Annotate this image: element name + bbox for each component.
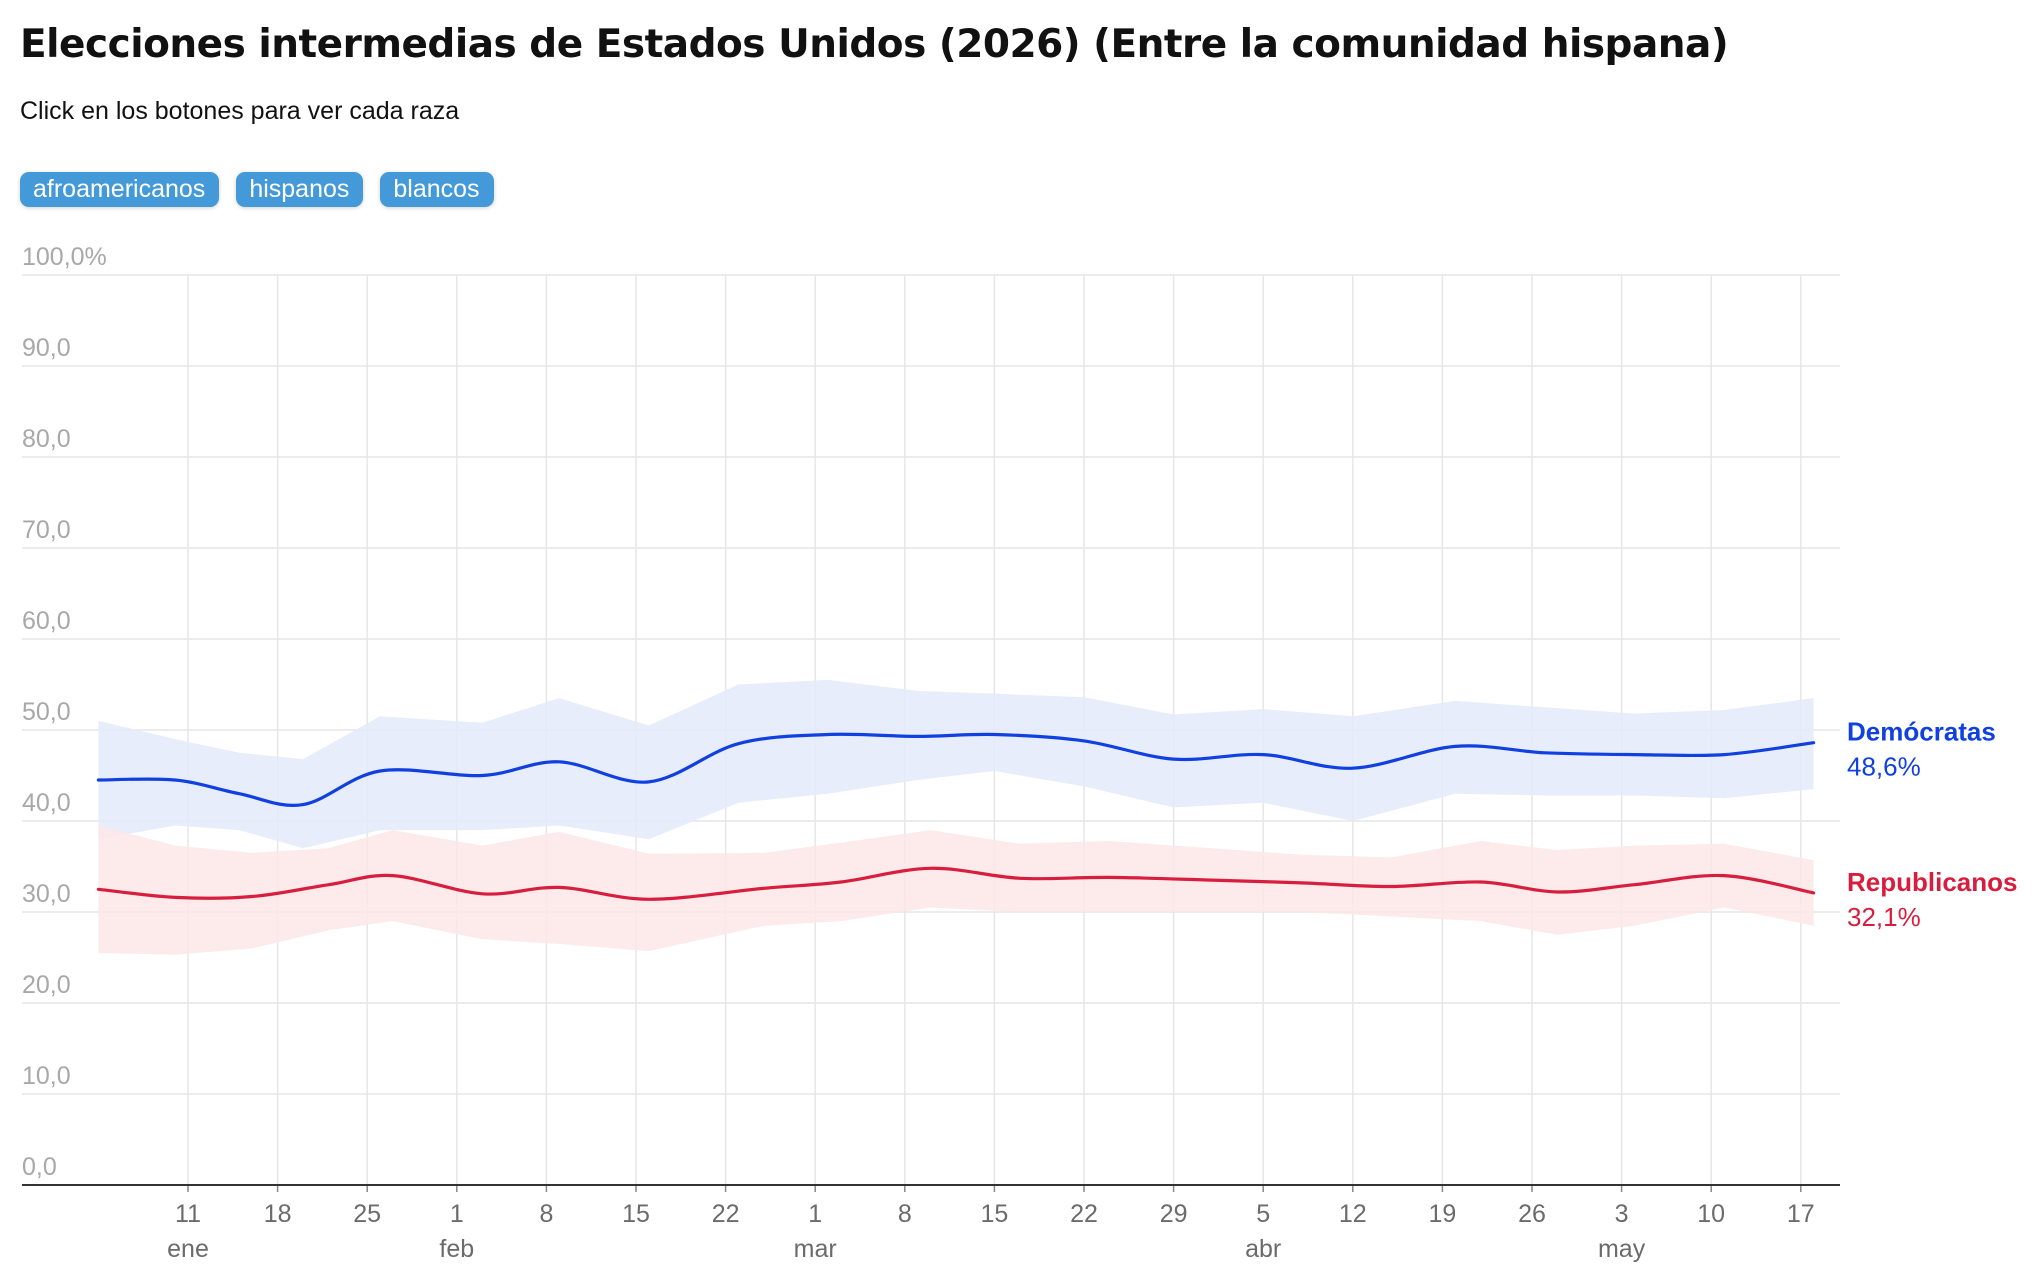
- y-tick-label: 70,0: [22, 516, 71, 544]
- series-line-republicans: [96, 866, 1816, 901]
- y-tick-label: 10,0: [22, 1062, 71, 1090]
- race-button-group: afroamericanos hispanos blancos: [20, 172, 494, 207]
- x-tick-label: 26: [1518, 1200, 1546, 1228]
- afroamericanos-button[interactable]: afroamericanos: [20, 172, 220, 207]
- x-tick-label: 8: [898, 1200, 912, 1228]
- y-tick-label: 60,0: [22, 607, 71, 635]
- x-month-label: mar: [794, 1235, 837, 1263]
- x-tick-label: 18: [264, 1200, 292, 1228]
- blancos-button[interactable]: blancos: [380, 172, 494, 207]
- x-tick-label: 22: [712, 1200, 740, 1228]
- x-tick-label: 29: [1160, 1200, 1188, 1228]
- x-month-label: may: [1598, 1235, 1646, 1263]
- x-tick-label: 3: [1615, 1200, 1629, 1228]
- x-tick-label: 11: [175, 1200, 201, 1228]
- x-tick-label: 15: [622, 1200, 650, 1228]
- x-tick-label: 12: [1339, 1200, 1367, 1228]
- y-tick-label: 40,0: [22, 789, 71, 817]
- x-tick-label: 10: [1697, 1200, 1725, 1228]
- x-month-label: abr: [1245, 1235, 1281, 1263]
- series-value-democrats: 48,6%: [1847, 752, 1921, 782]
- series-name-republicans: Republicanos: [1847, 867, 2017, 897]
- y-tick-label: 80,0: [22, 425, 71, 453]
- x-tick-label: 17: [1787, 1200, 1815, 1228]
- x-tick-label: 1: [808, 1200, 822, 1228]
- x-tick-label: 5: [1256, 1200, 1270, 1228]
- x-month-label: ene: [167, 1235, 209, 1263]
- x-month-label: feb: [439, 1235, 474, 1263]
- page-subtitle: Click en los botones para ver cada raza: [20, 97, 460, 125]
- x-tick-label: 15: [980, 1200, 1008, 1228]
- x-tick-label: 25: [353, 1200, 381, 1228]
- y-tick-label: 100,0%: [22, 243, 107, 271]
- series-value-republicans: 32,1%: [1847, 902, 1921, 932]
- x-tick-label: 22: [1070, 1200, 1098, 1228]
- x-tick-label: 1: [450, 1200, 464, 1228]
- series-line-democrats: [96, 732, 1816, 807]
- y-tick-label: 20,0: [22, 971, 71, 999]
- confidence-band-republicans: [98, 825, 1814, 955]
- series-name-democrats: Demócratas: [1847, 717, 1996, 747]
- y-tick-label: 30,0: [22, 880, 71, 908]
- x-tick-label: 8: [539, 1200, 553, 1228]
- y-tick-label: 90,0: [22, 334, 71, 362]
- x-tick-label: 19: [1428, 1200, 1456, 1228]
- confidence-band-democrats: [98, 679, 1814, 849]
- y-tick-label: 0,0: [22, 1153, 57, 1181]
- y-tick-label: 50,0: [22, 698, 71, 726]
- hispanos-button[interactable]: hispanos: [236, 172, 364, 207]
- page-title: Elecciones intermedias de Estados Unidos…: [20, 22, 1729, 67]
